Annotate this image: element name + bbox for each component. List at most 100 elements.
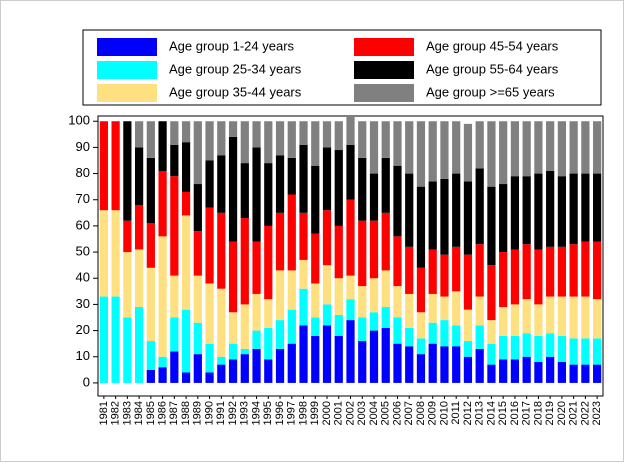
- y-tick-label: 60: [76, 217, 90, 232]
- legend-label: Age group 25-34 years: [169, 61, 302, 76]
- bar-segment: [299, 288, 308, 326]
- legend-label: Age group >=65 years: [426, 84, 555, 99]
- bar-segment: [405, 173, 414, 247]
- bar-segment: [181, 142, 191, 192]
- bar-segment: [252, 348, 261, 383]
- bar-segment: [381, 121, 390, 158]
- bar-segment: [557, 121, 567, 177]
- legend-swatch: [97, 61, 157, 79]
- bar-segment: [99, 296, 108, 383]
- bar-segment: [170, 275, 179, 318]
- bar-segment: [346, 299, 355, 321]
- x-tick-label: 1982: [110, 401, 122, 425]
- bar-segment: [393, 121, 402, 166]
- bar-segment: [299, 325, 308, 383]
- bar-segment: [510, 304, 520, 336]
- bar-segment: [287, 309, 296, 344]
- bar-segment: [546, 296, 555, 334]
- bar-segment: [381, 307, 390, 328]
- bar-segment: [217, 288, 226, 357]
- bar-segment: [369, 312, 379, 331]
- bar-segment: [593, 338, 602, 365]
- bar-segment: [499, 121, 508, 185]
- bar-segment: [275, 121, 285, 156]
- bar-segment: [593, 241, 602, 300]
- bar-segment: [264, 121, 273, 164]
- bar-segment: [487, 121, 496, 187]
- bar-segment: [346, 320, 355, 383]
- bar-segment: [393, 165, 402, 237]
- bar-segment: [593, 121, 602, 174]
- bar-segment: [463, 309, 473, 342]
- bar-segment: [358, 220, 367, 287]
- bar-segment: [546, 121, 555, 171]
- bar-segment: [499, 184, 508, 253]
- bar-segment: [534, 249, 543, 305]
- x-tick-label: 1985: [145, 401, 157, 425]
- y-tick-label: 0: [83, 374, 90, 389]
- bar-segment: [487, 343, 496, 365]
- bar-segment: [381, 157, 390, 213]
- bar-segment: [440, 346, 449, 383]
- x-tick-label: 2016: [509, 401, 521, 425]
- bar-segment: [405, 293, 414, 328]
- legend-label: Age group 55-64 years: [426, 61, 559, 76]
- bar-segment: [287, 343, 296, 383]
- bar-segment: [369, 220, 379, 279]
- legend-label: Age group 45-54 years: [426, 38, 559, 53]
- y-tick-label: 90: [76, 139, 90, 154]
- bar-segment: [358, 317, 367, 342]
- bar-segment: [228, 343, 238, 360]
- bar-segment: [581, 338, 590, 365]
- bar-segment: [217, 121, 226, 156]
- bar-segment: [123, 317, 132, 383]
- x-tick-label: 1999: [309, 401, 321, 425]
- bar-segment: [322, 265, 332, 305]
- bar-segment: [369, 278, 379, 313]
- bar-segment: [546, 356, 555, 383]
- bar-segment: [275, 212, 285, 271]
- bar-segment: [170, 351, 179, 383]
- bar-segment: [440, 320, 449, 347]
- bar-segment: [487, 186, 496, 266]
- bar-segment: [475, 348, 484, 383]
- bar-segment: [499, 359, 508, 383]
- bar-segment: [358, 286, 367, 318]
- bar-segment: [287, 194, 296, 271]
- x-tick-label: 1995: [262, 401, 274, 425]
- bar-segment: [534, 361, 543, 383]
- bar-segment: [416, 121, 426, 187]
- bar-segment: [463, 356, 473, 383]
- bar-segment: [546, 333, 555, 357]
- bar-segment: [146, 341, 155, 370]
- bar-segment: [287, 270, 296, 310]
- legend-frame: [82, 29, 602, 106]
- bar-segment: [322, 210, 332, 266]
- bar-segment: [452, 246, 461, 292]
- bar-segment: [181, 121, 191, 143]
- bar-segment: [252, 293, 261, 331]
- bar-segment: [534, 304, 543, 336]
- y-tick-label: 50: [76, 244, 90, 259]
- bar-segment: [358, 341, 367, 383]
- bar-segment: [287, 157, 296, 195]
- bar-segment: [205, 121, 214, 161]
- bar-segment: [346, 116, 355, 145]
- x-tick-label: 1994: [250, 401, 262, 425]
- y-tick-label: 20: [76, 322, 90, 337]
- bar-segment: [217, 212, 226, 289]
- x-tick-label: 2010: [438, 401, 450, 425]
- bar-segment: [452, 173, 461, 247]
- bar-segment: [205, 283, 214, 344]
- x-tick-label: 2004: [368, 401, 380, 425]
- bar-segment: [217, 364, 226, 383]
- x-tick-label: 2020: [556, 401, 568, 425]
- bar-segment: [381, 212, 390, 271]
- legend-swatch: [354, 61, 414, 79]
- bar-segment: [228, 136, 238, 242]
- bar-segment: [428, 343, 437, 383]
- x-tick-label: 1993: [239, 401, 251, 425]
- y-tick-label: 10: [76, 348, 90, 363]
- bar-segment: [487, 320, 496, 344]
- bar-segment: [346, 199, 355, 276]
